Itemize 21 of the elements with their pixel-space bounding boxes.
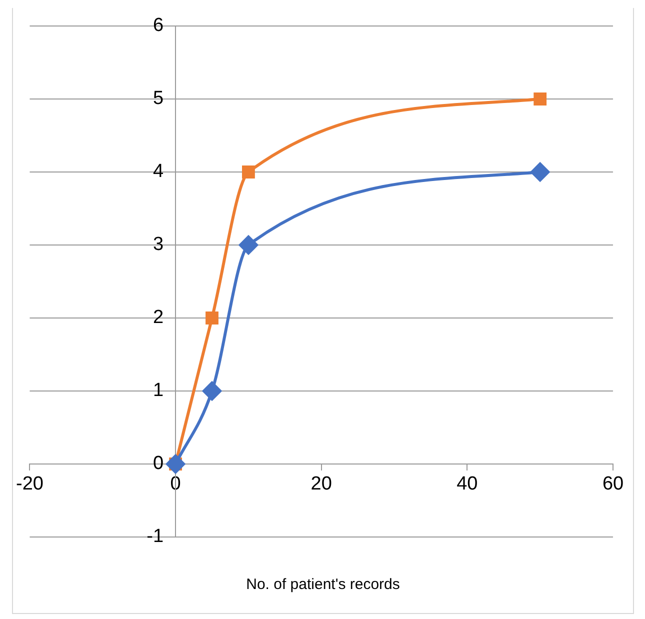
point bbox=[534, 92, 547, 106]
x-tick-label: -20 bbox=[16, 474, 44, 495]
x-tick-label: 60 bbox=[602, 474, 624, 495]
point bbox=[166, 454, 186, 474]
x-axis-title: No. of patient's records bbox=[245, 576, 401, 593]
x-tick-label: 0 bbox=[170, 474, 181, 495]
y-tick-label: 1 bbox=[152, 380, 164, 402]
y-tick-label: -1 bbox=[146, 526, 164, 548]
x-tick-label: 40 bbox=[456, 474, 478, 495]
y-tick-label: 5 bbox=[152, 88, 164, 110]
y-tick-label: 2 bbox=[152, 307, 164, 328]
point bbox=[242, 166, 255, 178]
point bbox=[202, 382, 222, 400]
point bbox=[206, 312, 218, 324]
y-tick-label: 0 bbox=[152, 453, 164, 474]
y-tick-label: 6 bbox=[152, 15, 164, 36]
y-tick-label: 3 bbox=[152, 234, 164, 256]
point bbox=[238, 236, 258, 254]
x-tick-label: 20 bbox=[310, 474, 332, 495]
y-tick-label: 4 bbox=[152, 161, 164, 182]
point bbox=[530, 162, 550, 182]
